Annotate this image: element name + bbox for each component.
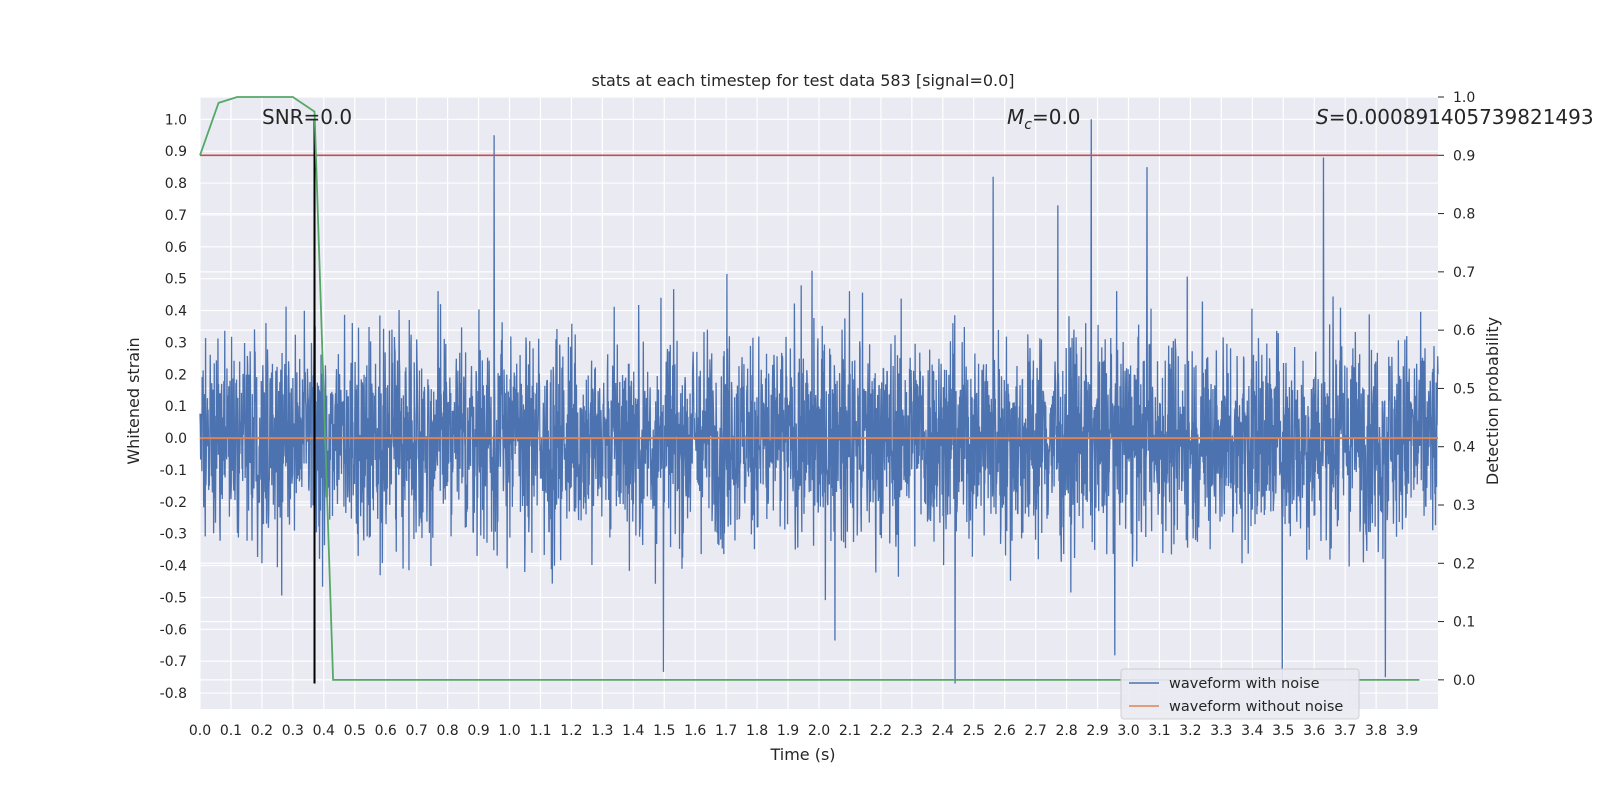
- y-tick-label: 0.0: [165, 431, 187, 447]
- x-axis-ticks: 0.0 0.1 0.2 0.3 0.4 0.5 0.6 0.7 0.8 0.9 1.0 1.1 1.2 1…: [189, 723, 1418, 739]
- x-tick-label: 0.7: [406, 723, 428, 739]
- y-tick-label: 0.8: [165, 176, 187, 192]
- x-tick-label: 3.2: [1179, 723, 1201, 739]
- x-tick-label: 3.9: [1396, 723, 1418, 739]
- x-tick-label: 1.6: [684, 723, 706, 739]
- y-tick-label: -0.2: [160, 495, 187, 511]
- x-tick-label: 0.2: [251, 723, 273, 739]
- x-tick-label: 1.2: [560, 723, 582, 739]
- x-tick-label: 2.5: [963, 723, 985, 739]
- x-tick-label: 3.1: [1148, 723, 1170, 739]
- right-y-tick-label: 1.0: [1453, 90, 1475, 106]
- right-y-tick-label: 0.6: [1453, 323, 1475, 339]
- chirp-mass-subscript: c: [1024, 117, 1032, 133]
- x-tick-label: 1.4: [622, 723, 644, 739]
- x-tick-label: 3.5: [1272, 723, 1294, 739]
- x-tick-label: 1.9: [777, 723, 799, 739]
- x-tick-label: 1.1: [529, 723, 551, 739]
- x-tick-label: 0.1: [220, 723, 242, 739]
- chirp-mass-annotation: Mc=0.0: [1007, 105, 1081, 133]
- x-tick-label: 3.3: [1210, 723, 1232, 739]
- s-value: =0.000891405739821493: [1329, 105, 1594, 129]
- y-tick-label: -0.1: [160, 463, 187, 479]
- right-y-tick-label: 0.9: [1453, 148, 1475, 164]
- x-tick-label: 2.7: [1025, 723, 1047, 739]
- x-tick-label: 3.4: [1241, 723, 1263, 739]
- right-y-tick-label: 0.4: [1453, 440, 1475, 456]
- x-tick-label: 0.3: [282, 723, 304, 739]
- x-tick-label: 1.3: [591, 723, 613, 739]
- x-tick-label: 2.0: [808, 723, 830, 739]
- y-tick-label: -0.3: [160, 527, 187, 543]
- y-tick-label: 0.1: [165, 399, 187, 415]
- snr-annotation: SNR=0.0: [262, 105, 352, 129]
- x-tick-label: 0.9: [467, 723, 489, 739]
- y-tick-label: 0.6: [165, 240, 187, 256]
- x-tick-label: 2.2: [870, 723, 892, 739]
- y-tick-label: -0.4: [160, 559, 187, 575]
- x-tick-label: 1.7: [715, 723, 737, 739]
- right-y-tick-label: 0.3: [1453, 498, 1475, 514]
- x-tick-label: 2.8: [1055, 723, 1077, 739]
- y-axis-label: Whitened strain: [124, 337, 143, 464]
- y-tick-label: -0.5: [160, 590, 187, 606]
- chart-title: stats at each timestep for test data 583…: [591, 71, 1014, 90]
- x-tick-label: 3.7: [1334, 723, 1356, 739]
- right-y-tick-label: 0.1: [1453, 615, 1475, 631]
- x-tick-label: 0.6: [375, 723, 397, 739]
- right-y-axis-label: Detection probability: [1483, 317, 1502, 485]
- x-tick-label: 2.4: [932, 723, 954, 739]
- series-detection-probability: [199, 96, 1420, 681]
- y-tick-label: 0.9: [165, 144, 187, 160]
- x-tick-label: 1.5: [653, 723, 675, 739]
- x-tick-label: 1.0: [498, 723, 520, 739]
- x-tick-label: 0.8: [436, 723, 458, 739]
- legend-box: [1120, 668, 1360, 720]
- s-annotation: S=0.000891405739821493: [1316, 105, 1594, 129]
- legend-label-clean: waveform without noise: [1169, 699, 1343, 715]
- x-tick-label: 2.9: [1086, 723, 1108, 739]
- y-tick-label: 0.2: [165, 367, 187, 383]
- x-axis-label: Time (s): [769, 745, 835, 764]
- x-tick-label: 2.3: [901, 723, 923, 739]
- x-tick-label: 0.4: [313, 723, 335, 739]
- y-tick-label: 0.4: [165, 304, 187, 320]
- x-tick-label: 2.1: [839, 723, 861, 739]
- y-tick-label: -0.6: [160, 622, 187, 638]
- noise-waveform-line: [199, 119, 1439, 684]
- x-tick-label: 1.8: [746, 723, 768, 739]
- y-tick-label: -0.7: [160, 654, 187, 670]
- x-tick-label: 0.5: [344, 723, 366, 739]
- right-y-tick-label: 0.8: [1453, 207, 1475, 223]
- y-axis-ticks: 1.0 0.9 0.8 0.7 0.6 0.5 0.4 0.3 0.2 0.1 0.0 -0.1 -0.…: [160, 112, 187, 702]
- x-tick-label: 3.6: [1303, 723, 1325, 739]
- y-tick-label: -0.8: [160, 686, 187, 702]
- legend-label-noise: waveform with noise: [1169, 676, 1320, 692]
- x-tick-label: 3.8: [1365, 723, 1387, 739]
- chirp-mass-value: =0.0: [1032, 105, 1081, 129]
- y-tick-label: 0.7: [165, 208, 187, 224]
- y-tick-label: 0.3: [165, 335, 187, 351]
- chirp-mass-symbol: M: [1007, 105, 1024, 129]
- y-tick-label: 1.0: [165, 112, 187, 128]
- x-tick-label: 2.6: [994, 723, 1016, 739]
- right-y-tick-label: 0.2: [1453, 556, 1475, 572]
- right-y-tick-label: 0.7: [1453, 265, 1475, 281]
- x-tick-label: 0.0: [189, 723, 211, 739]
- right-y-tick-label: 0.0: [1453, 673, 1475, 689]
- y-tick-label: 0.5: [165, 272, 187, 288]
- right-y-axis-ticks: 1.0 0.9 0.8 0.7 0.6 0.5 0.4 0.3 0.2 0.1 0.0: [1438, 90, 1475, 689]
- s-symbol: S: [1316, 105, 1329, 129]
- right-y-tick-label: 0.5: [1453, 381, 1475, 397]
- legend: waveform with noise waveform without noi…: [1120, 668, 1360, 720]
- series-waveform-with-noise: [199, 119, 1439, 684]
- x-tick-label: 3.0: [1117, 723, 1139, 739]
